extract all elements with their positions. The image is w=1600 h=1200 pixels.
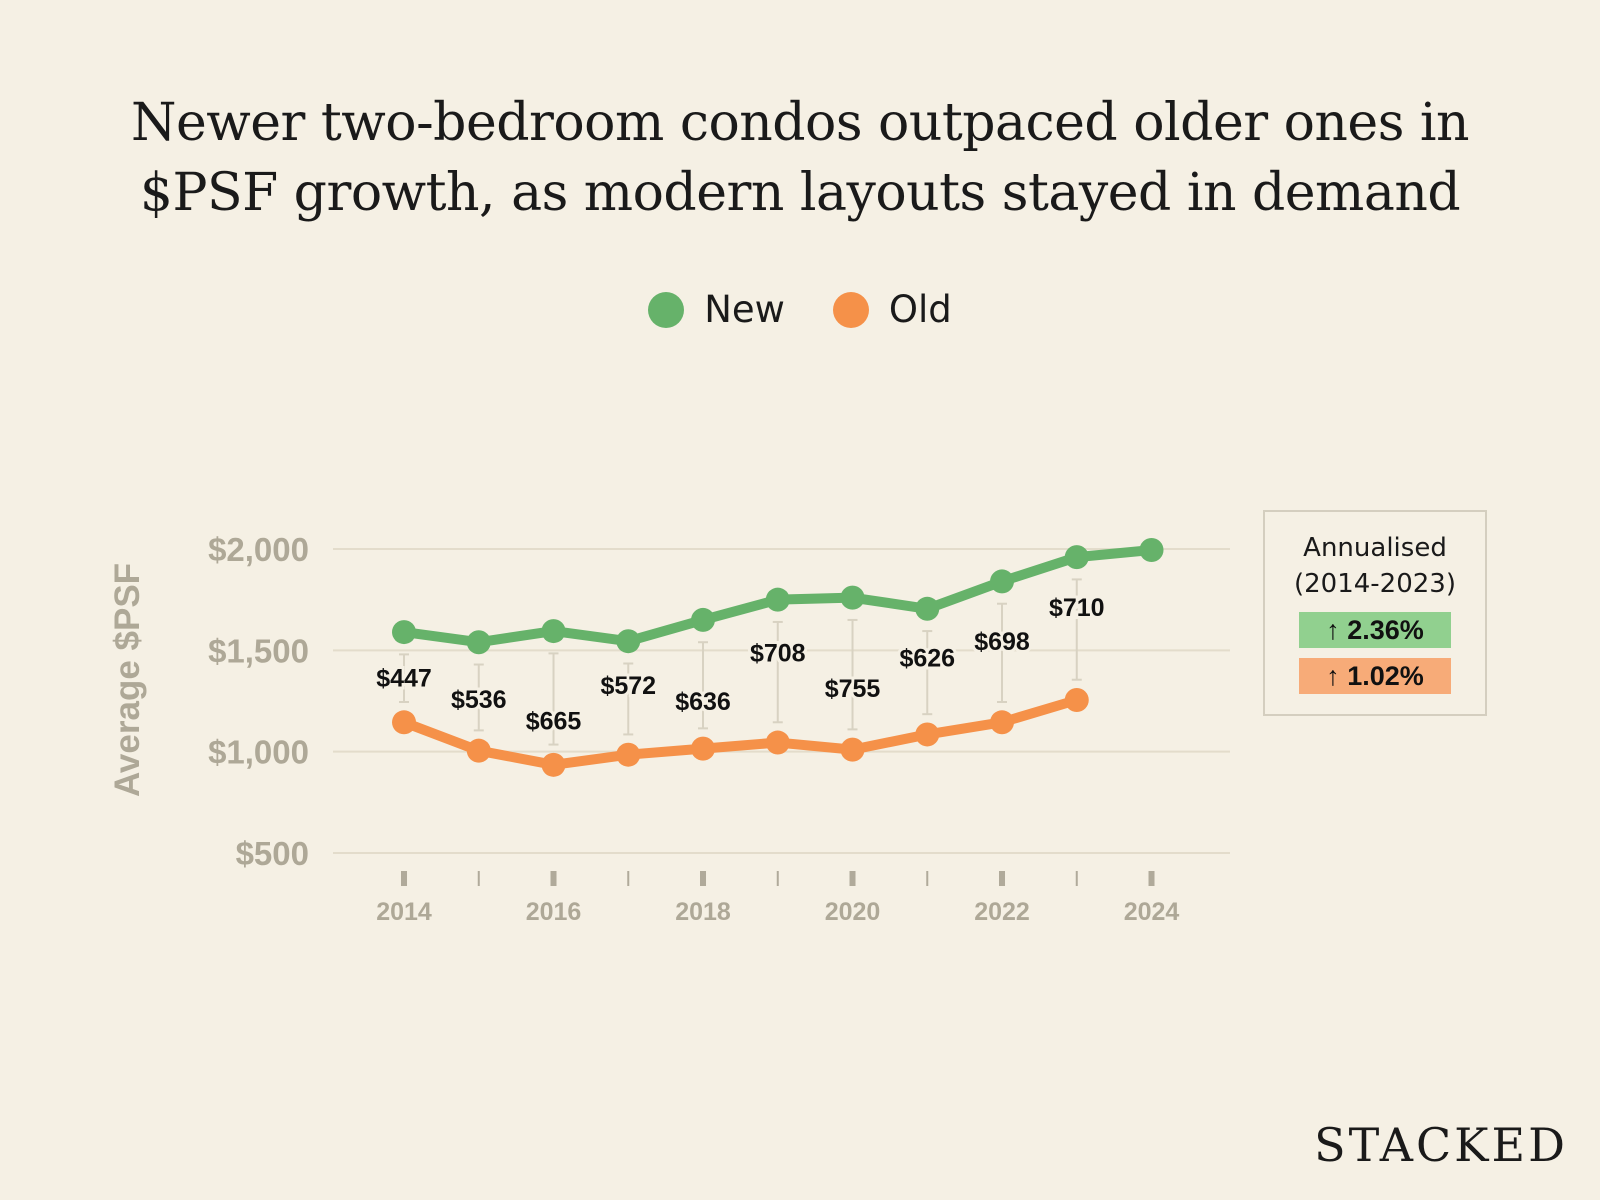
gap-label-2017: $572 (600, 672, 656, 700)
old-growth-badge: ↑ 1.02% (1299, 658, 1451, 694)
y-axis-label: Average $PSF (108, 563, 147, 797)
y-tick-label-1000: $1,000 (208, 734, 309, 771)
gap-label-2018: $636 (675, 688, 731, 716)
y-tick-label-2000: $2,000 (208, 531, 309, 568)
gap-label-2021: $626 (899, 644, 955, 672)
x-tick-2022 (999, 871, 1006, 886)
stacked-logo: STACKED (1314, 1118, 1568, 1172)
annualised-growth-box: Annualised (2014-2023) ↑ 2.36% ↑ 1.02% (1263, 510, 1487, 716)
point-new-2017 (616, 629, 641, 654)
annualised-title-label: Annualised (1303, 533, 1447, 563)
gap-label-2019: $708 (750, 639, 806, 667)
x-tick-label-2022: 2022 (974, 898, 1030, 926)
x-tick-label-2014: 2014 (376, 898, 432, 926)
x-tick-2024 (1148, 871, 1155, 886)
legend-old-dot (832, 291, 869, 328)
point-old-2018 (691, 736, 716, 761)
x-tick-2014 (401, 871, 408, 886)
x-minor-tick-2017 (627, 871, 630, 886)
x-tick-label-2020: 2020 (825, 898, 881, 926)
point-old-2021 (915, 722, 940, 747)
gap-label-2020: $755 (825, 675, 881, 703)
annualised-period-label: (2014-2023) (1293, 569, 1456, 599)
annualised-title: Annualised (2014-2023) (1265, 530, 1485, 602)
point-new-2016 (541, 619, 566, 644)
x-minor-tick-2023 (1075, 871, 1078, 886)
x-tick-label-2016: 2016 (526, 898, 582, 926)
point-new-2022 (990, 569, 1015, 594)
legend: New Old (0, 288, 1600, 331)
point-new-2018 (691, 607, 716, 632)
x-tick-label-2018: 2018 (675, 898, 731, 926)
series-line-old (399, 694, 1082, 770)
point-old-2014 (392, 710, 417, 735)
point-new-2023 (1064, 545, 1089, 570)
point-old-2020 (840, 737, 865, 762)
point-old-2015 (466, 738, 491, 763)
point-old-2017 (616, 742, 641, 767)
new-growth-badge: ↑ 2.36% (1299, 612, 1451, 648)
point-new-2015 (466, 630, 491, 655)
x-minor-tick-2021 (926, 871, 929, 886)
chart-title-line-2: $PSF growth, as modern layouts stayed in… (139, 163, 1461, 223)
y-tick-label-500: $500 (236, 835, 309, 872)
y-tick-label-1500: $1,500 (208, 632, 309, 669)
point-old-2019 (765, 730, 790, 755)
legend-item-new: New (648, 288, 785, 331)
x-minor-tick-2015 (477, 871, 480, 886)
gap-label-2015: $536 (451, 686, 507, 714)
point-old-2022 (990, 710, 1015, 735)
point-old-2023 (1064, 687, 1089, 712)
gap-label-2014: $447 (376, 665, 432, 693)
legend-new-label: New (704, 288, 785, 331)
x-minor-tick-2019 (776, 871, 779, 886)
gap-label-2022: $698 (974, 628, 1030, 656)
point-new-2020 (840, 585, 865, 610)
chart-title-line-1: Newer two-bedroom condos outpaced older … (130, 93, 1470, 153)
chart-title: Newer two-bedroom condos outpaced older … (60, 88, 1540, 228)
legend-item-old: Old (832, 288, 952, 331)
x-tick-label-2024: 2024 (1124, 898, 1180, 926)
point-old-2016 (541, 752, 566, 777)
point-new-2024 (1139, 538, 1164, 563)
point-new-2019 (765, 587, 790, 612)
legend-new-dot (648, 291, 685, 328)
point-new-2021 (915, 596, 940, 621)
x-tick-2020 (849, 871, 856, 886)
gap-label-2016: $665 (526, 707, 582, 735)
point-new-2014 (392, 620, 417, 645)
x-tick-2016 (550, 871, 557, 886)
x-tick-2018 (700, 871, 707, 886)
legend-old-label: Old (888, 288, 952, 331)
gap-label-2023: $710 (1049, 594, 1105, 622)
